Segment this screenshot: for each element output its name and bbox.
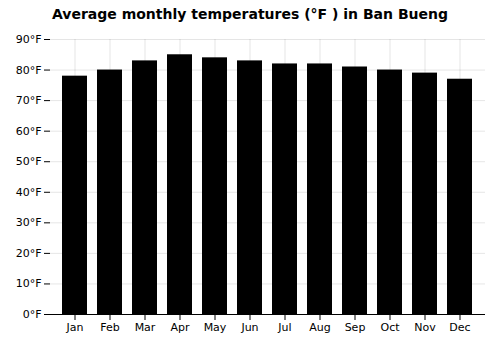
- svg-text:Jan: Jan: [66, 321, 84, 334]
- svg-text:30°F: 30°F: [16, 216, 42, 229]
- svg-text:Mar: Mar: [135, 321, 156, 334]
- svg-text:Oct: Oct: [380, 321, 400, 334]
- svg-text:Dec: Dec: [449, 321, 470, 334]
- svg-text:Nov: Nov: [414, 321, 436, 334]
- svg-text:20°F: 20°F: [16, 247, 42, 260]
- svg-text:May: May: [204, 321, 227, 334]
- svg-text:Apr: Apr: [170, 321, 190, 334]
- svg-text:60°F: 60°F: [16, 125, 42, 138]
- svg-text:Sep: Sep: [345, 321, 366, 334]
- svg-text:Aug: Aug: [309, 321, 330, 334]
- svg-text:0°F: 0°F: [23, 308, 42, 321]
- svg-text:Feb: Feb: [100, 321, 119, 334]
- svg-text:70°F: 70°F: [16, 94, 42, 107]
- svg-text:90°F: 90°F: [16, 33, 42, 46]
- svg-text:50°F: 50°F: [16, 155, 42, 168]
- svg-text:Jun: Jun: [240, 321, 258, 334]
- html-text:Average monthly temperatures (: Average monthly temperatures (°F ) in Ba…: [52, 6, 448, 22]
- svg-text:Jul: Jul: [277, 321, 291, 334]
- svg-text:10°F: 10°F: [16, 277, 42, 290]
- svg-text:80°F: 80°F: [16, 64, 42, 77]
- svg-text:40°F: 40°F: [16, 186, 42, 199]
